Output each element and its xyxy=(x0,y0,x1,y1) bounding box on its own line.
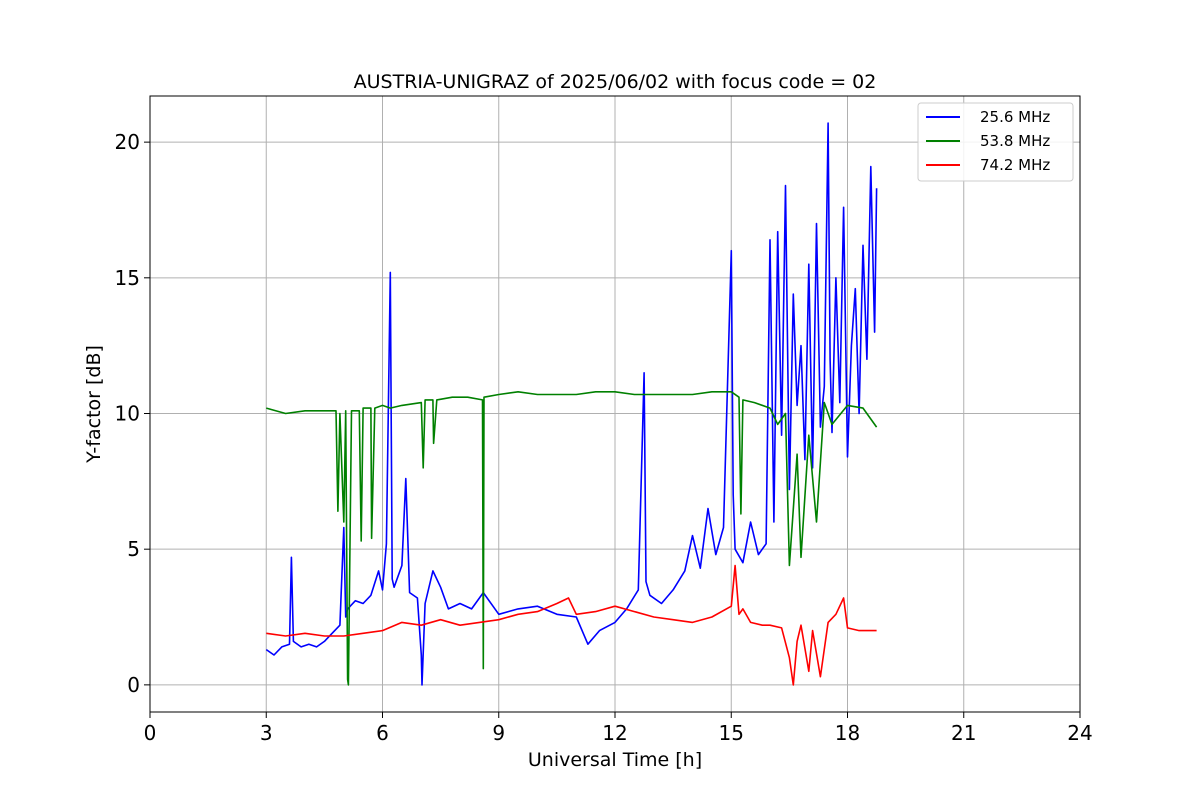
y-axis-ticks: 0 5 10 15 20 xyxy=(115,130,150,697)
legend-entry-label: 74.2 MHz xyxy=(980,156,1050,174)
x-tick-label: 0 xyxy=(144,721,157,745)
y-tick-label: 20 xyxy=(115,130,140,154)
y-tick-label: 0 xyxy=(127,673,140,697)
chart-title: AUSTRIA-UNIGRAZ of 2025/06/02 with focus… xyxy=(354,71,877,93)
x-tick-label: 21 xyxy=(951,721,976,745)
y-tick-label: 15 xyxy=(115,266,140,290)
x-axis-label: Universal Time [h] xyxy=(528,749,702,771)
legend-entry-label: 53.8 MHz xyxy=(980,132,1050,150)
x-tick-label: 3 xyxy=(260,721,273,745)
y-tick-label: 5 xyxy=(127,537,140,561)
series-line-2 xyxy=(266,390,878,686)
series-line-1 xyxy=(265,122,878,686)
x-tick-label: 6 xyxy=(376,721,389,745)
y-axis-label: Y-factor [dB] xyxy=(83,345,105,464)
series-lines xyxy=(265,122,878,686)
x-tick-label: 24 xyxy=(1067,721,1092,745)
series-line-3 xyxy=(266,564,877,686)
x-tick-label: 15 xyxy=(719,721,744,745)
y-tick-label: 10 xyxy=(115,401,140,425)
x-axis-ticks: 0 3 6 9 12 15 18 21 24 xyxy=(144,712,1093,745)
x-tick-label: 9 xyxy=(492,721,505,745)
legend-entry-label: 25.6 MHz xyxy=(980,108,1050,126)
x-tick-label: 12 xyxy=(602,721,627,745)
x-tick-label: 18 xyxy=(835,721,860,745)
legend-box xyxy=(917,102,1074,182)
legend: 25.6 MHz 53.8 MHz 74.2 MHz xyxy=(917,102,1074,182)
